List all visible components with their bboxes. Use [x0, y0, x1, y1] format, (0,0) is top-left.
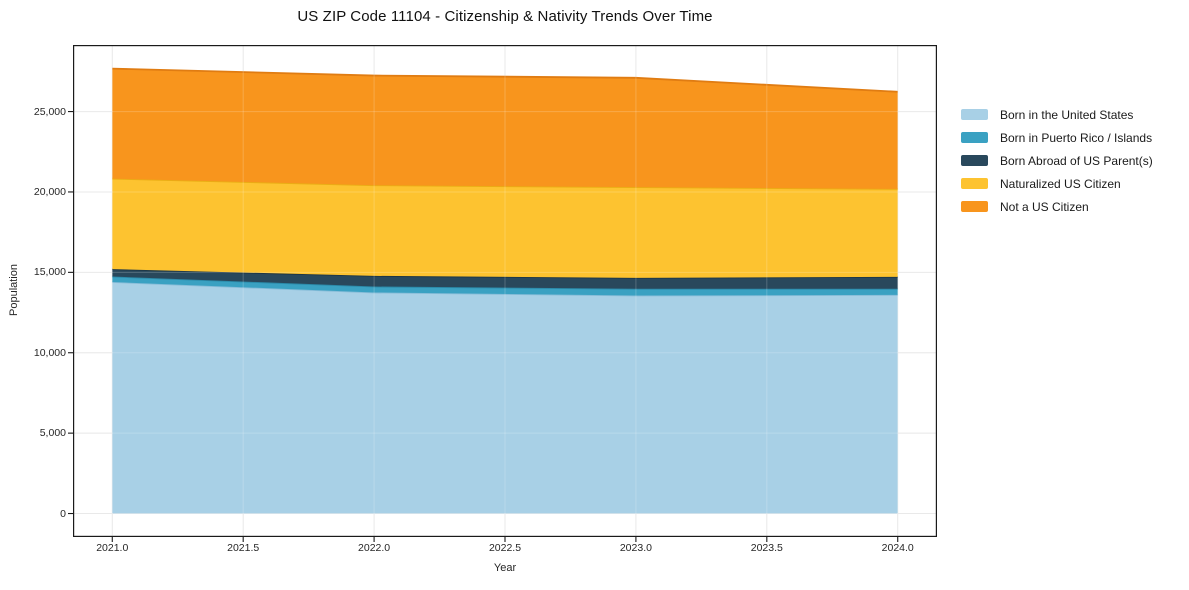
legend-item: Naturalized US Citizen [961, 172, 1153, 195]
legend-item: Not a US Citizen [961, 195, 1153, 218]
plot-border [73, 45, 937, 537]
legend-swatch [961, 201, 988, 212]
legend: Born in the United States Born in Puerto … [961, 103, 1153, 218]
area-series-4 [112, 68, 898, 189]
legend-item: Born in the United States [961, 103, 1153, 126]
area-series-0 [112, 281, 898, 514]
area-series-2 [112, 269, 898, 289]
area-series-3 [112, 178, 898, 278]
legend-label: Not a US Citizen [1000, 199, 1089, 214]
x-tick-label: 2022.0 [358, 542, 391, 554]
y-tick-label: 0 [60, 507, 66, 520]
y-tick-label: 25,000 [33, 105, 66, 118]
legend-label: Born in Puerto Rico / Islands [1000, 130, 1153, 145]
y-tick-label: 10,000 [33, 346, 66, 359]
y-tick-label: 15,000 [33, 266, 66, 279]
area-series-1 [112, 276, 898, 296]
x-tick-label: 2021.5 [227, 542, 260, 554]
legend-label: Born Abroad of US Parent(s) [1000, 153, 1153, 168]
x-tick-label: 2023.5 [750, 542, 783, 554]
x-tick-label: 2022.5 [488, 542, 522, 554]
x-tick-label: 2021.0 [96, 542, 129, 554]
legend-item: Born in Puerto Rico / Islands [961, 126, 1153, 149]
y-tick-label: 5,000 [39, 427, 66, 440]
y-tick-label: 20,000 [33, 185, 66, 198]
stacked-area-plot [68, 45, 937, 542]
legend-swatch [961, 155, 988, 166]
legend-label: Born in the United States [1000, 107, 1134, 122]
area-edge-series-4 [112, 67, 898, 93]
legend-item: Born Abroad of US Parent(s) [961, 149, 1153, 172]
legend-label: Naturalized US Citizen [1000, 176, 1121, 191]
legend-swatch [961, 109, 988, 120]
x-tick-label: 2024.0 [881, 542, 914, 554]
chart-title: US ZIP Code 11104 - Citizenship & Nativi… [297, 8, 713, 25]
x-axis-label: Year [493, 562, 517, 574]
x-tick-label: 2023.0 [619, 542, 652, 554]
y-axis-label: Population [8, 264, 20, 316]
legend-swatch [961, 178, 988, 189]
legend-swatch [961, 132, 988, 143]
